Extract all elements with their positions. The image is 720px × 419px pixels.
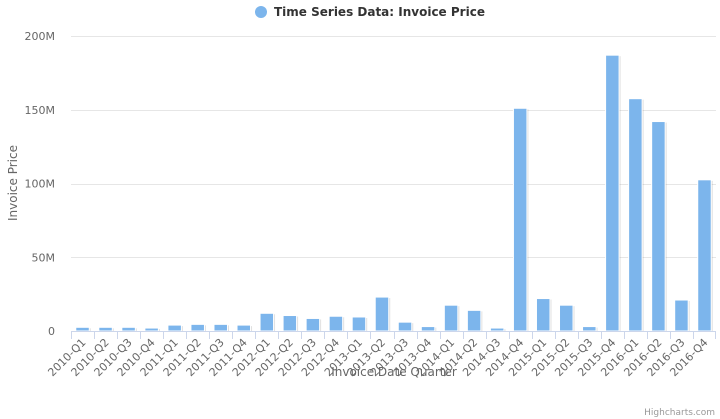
y-tick-label: 150M	[25, 104, 56, 117]
bar-2012-Q3[interactable]	[305, 317, 321, 332]
bar-2012-Q4[interactable]	[328, 315, 344, 332]
bar-2014-Q1[interactable]	[443, 304, 459, 332]
bar-2013-Q1[interactable]	[351, 316, 367, 332]
bar-2014-Q2[interactable]	[466, 309, 482, 332]
bar-2016-Q1[interactable]	[628, 98, 643, 332]
bar-2015-Q4[interactable]	[605, 54, 620, 332]
bar-2013-Q4[interactable]	[420, 326, 436, 332]
bar-2011-Q3[interactable]	[213, 323, 228, 332]
bar-2016-Q3[interactable]	[674, 299, 689, 332]
bar-2016-Q2[interactable]	[651, 121, 666, 332]
bar-2012-Q2[interactable]	[282, 315, 298, 332]
legend-marker-icon	[255, 6, 267, 18]
bar-2015-Q1[interactable]	[535, 298, 551, 332]
y-tick-label: 200M	[25, 30, 56, 43]
y-tick-label: 50M	[32, 251, 56, 264]
y-axis-title: Invoice Price	[6, 145, 20, 221]
bar-2013-Q2[interactable]	[374, 296, 390, 332]
bar-2010-Q2[interactable]	[98, 326, 113, 332]
bar-2011-Q1[interactable]	[167, 324, 182, 332]
credits-link[interactable]: Highcharts.com	[644, 408, 715, 418]
y-tick-label: 0	[48, 325, 55, 338]
y-tick-label: 100M	[25, 178, 56, 191]
bar-2010-Q4[interactable]	[144, 327, 159, 332]
bar-2015-Q3[interactable]	[582, 326, 597, 332]
x-axis-title: Invoice Date Quarter	[331, 365, 457, 379]
legend[interactable]: Time Series Data: Invoice Price	[255, 5, 485, 19]
bar-2014-Q3[interactable]	[489, 327, 505, 332]
bar-2010-Q3[interactable]	[121, 326, 136, 332]
y-axis-tick-labels: 0 50M 100M 150M 200M	[25, 30, 56, 338]
bar-series[interactable]	[75, 54, 713, 332]
bar-2012-Q1[interactable]	[259, 312, 275, 332]
bar-2010-Q1[interactable]	[75, 326, 90, 332]
bar-2014-Q4[interactable]	[512, 107, 528, 332]
bar-2016-Q4[interactable]	[697, 179, 712, 332]
bar-2015-Q2[interactable]	[559, 304, 574, 332]
bar-2011-Q4[interactable]	[236, 324, 252, 332]
legend-label[interactable]: Time Series Data: Invoice Price	[274, 5, 485, 19]
bar-2011-Q2[interactable]	[190, 323, 205, 332]
bar-2013-Q3[interactable]	[397, 321, 413, 332]
